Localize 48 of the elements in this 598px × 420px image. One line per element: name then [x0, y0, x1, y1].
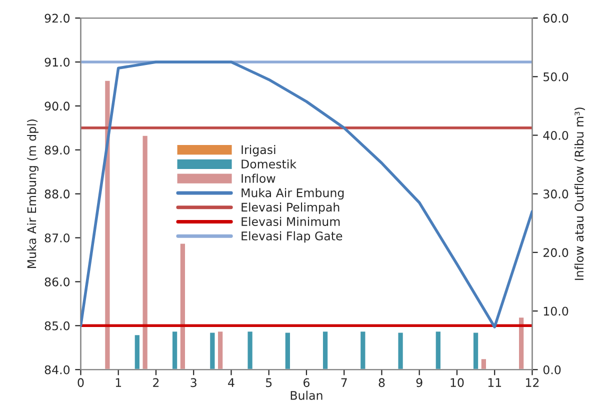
legend-label: Muka Air Embung — [242, 188, 344, 200]
x-tick-label: 9 — [416, 378, 422, 388]
legend-label: Irigasi — [242, 144, 276, 156]
bar — [434, 330, 442, 370]
y2-tick-label: 20.0 — [544, 248, 568, 258]
y-tick-label: 85.0 — [44, 321, 70, 330]
y2-tick-label: 50.0 — [544, 72, 568, 82]
bar — [322, 330, 329, 370]
x-tick-label: 11 — [488, 378, 502, 387]
x-tick-label: 10 — [450, 378, 464, 388]
y-tick-label: 88.0 — [44, 190, 70, 198]
y2-tick-label: 10.0 — [544, 306, 568, 316]
bar — [104, 79, 112, 370]
bar — [284, 331, 292, 370]
y2-tick-label: 0.0 — [543, 365, 561, 374]
y-axis-title: Muka Air Embung (m dpl) — [27, 120, 38, 268]
line-series — [80, 60, 532, 328]
y-tick-label: 84.0 — [44, 365, 70, 374]
y-tick-label: 89.0 — [44, 146, 70, 155]
x-tick-label: 5 — [266, 378, 272, 388]
x-tick-label: 0 — [78, 378, 84, 388]
y-tick-label: 87.0 — [44, 233, 70, 242]
legend-label: Inflow — [242, 174, 276, 183]
legend-label: Domestik — [242, 159, 296, 168]
y-tick-label: 92.0 — [44, 14, 70, 23]
y2-tick-label: 60.0 — [543, 14, 568, 23]
x-tick-label: 7 — [341, 378, 347, 387]
x-tick-label: 2 — [153, 378, 159, 387]
x-axis-title: Bulan — [290, 390, 322, 400]
x-tick-label: 12 — [526, 378, 539, 387]
bar — [246, 330, 254, 370]
x-tick-label: 8 — [378, 378, 385, 388]
y-tick-label: 86.0 — [44, 277, 70, 286]
y2-tick-label: 40.0 — [543, 130, 568, 140]
bar — [396, 331, 404, 370]
y-tick-label: 91.0 — [44, 58, 70, 67]
x-tick-label: 6 — [304, 378, 310, 388]
x-tick-label: 3 — [190, 378, 196, 388]
x-tick-label: 4 — [228, 378, 234, 387]
y2-axis-title: Inflow atau Outflow (Ribu m³) — [574, 108, 586, 280]
y-tick-label: 90.0 — [44, 102, 70, 111]
x-tick-label: 1 — [116, 378, 122, 387]
y2-tick-label: 30.0 — [544, 190, 568, 198]
legend-label: Elevasi Flap Gate — [242, 231, 342, 243]
legend-label: Elevasi Pelimpah — [242, 202, 340, 214]
bar — [359, 330, 367, 370]
legend-label: Elevasi Minimum — [242, 216, 340, 226]
bar — [518, 316, 526, 370]
